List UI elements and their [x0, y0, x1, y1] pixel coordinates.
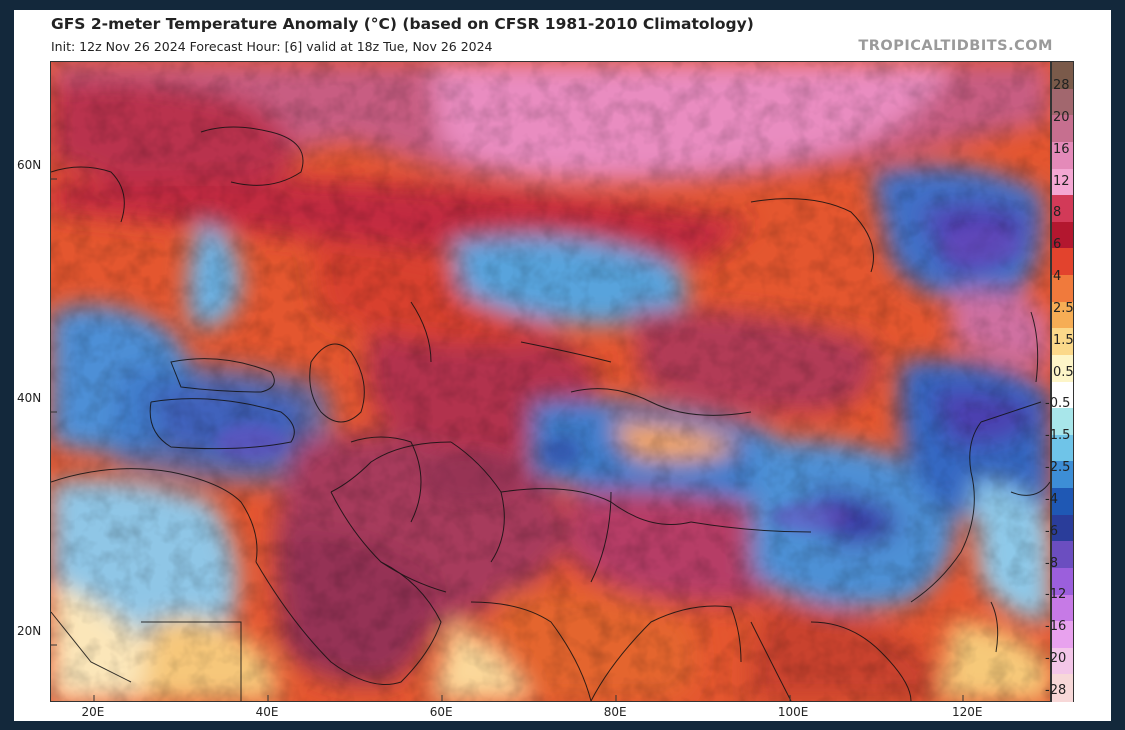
brand-watermark: TROPICALTIDBITS.COM: [858, 38, 1053, 54]
colorbar-label: -4: [1045, 491, 1058, 507]
lon-label-120e: 120E: [951, 705, 983, 719]
temperature-anomaly-map: [50, 61, 1051, 702]
colorbar-swatch: [1052, 141, 1073, 170]
colorbar-swatch: [1052, 354, 1073, 383]
colorbar: [1051, 61, 1074, 702]
colorbar-swatch: [1052, 88, 1073, 116]
colorbar-label: 8: [1053, 205, 1062, 221]
colorbar-swatch: [1052, 195, 1073, 223]
colorbar-swatch: [1052, 541, 1073, 569]
lat-label-20n: 20N: [17, 624, 42, 639]
colorbar-label: -6: [1045, 523, 1058, 539]
colorbar-label: -0.5: [1045, 396, 1071, 412]
colorbar-label: -28: [1045, 683, 1067, 698]
lon-label-100e: 100E: [777, 705, 809, 719]
colorbar-swatch: [1052, 275, 1073, 303]
colorbar-label: 16: [1053, 141, 1070, 157]
lon-label-80e: 80E: [603, 705, 627, 719]
colorbar-label: 6: [1053, 237, 1062, 253]
lon-label-40e: 40E: [255, 705, 279, 719]
anomaly-fill-detail: [216, 227, 1021, 532]
colorbar-swatch: [1052, 301, 1073, 329]
colorbar-label: -2.5: [1045, 460, 1071, 476]
colorbar-swatch: [1052, 381, 1073, 409]
colorbar-swatch: [1052, 248, 1073, 276]
lat-label-60n: 60N: [17, 157, 42, 172]
chart-title: GFS 2-meter Temperature Anomaly (°C) (ba…: [51, 15, 754, 33]
colorbar-label: -20: [1045, 651, 1067, 667]
map-frame: GFS 2-meter Temperature Anomaly (°C) (ba…: [14, 10, 1111, 721]
colorbar-swatch: [1052, 567, 1073, 596]
colorbar-swatch: [1052, 115, 1073, 143]
colorbar-swatch: [1052, 594, 1073, 622]
colorbar-swatch: [1052, 674, 1073, 702]
colorbar-swatch: [1052, 621, 1073, 649]
colorbar-swatch: [1052, 461, 1073, 489]
colorbar-swatch: [1052, 488, 1073, 516]
map-svg: [51, 62, 1050, 701]
chart-subtitle: Init: 12z Nov 26 2024 Forecast Hour: [6]…: [51, 39, 493, 54]
colorbar-label: 2.5: [1053, 300, 1074, 316]
colorbar-label: 0.5: [1053, 364, 1074, 380]
colorbar-swatch: [1052, 168, 1073, 196]
colorbar-label: 28: [1053, 78, 1070, 93]
colorbar-label: 1.5: [1053, 332, 1074, 348]
lat-label-40n: 40N: [17, 390, 42, 405]
colorbar-swatch: [1052, 514, 1073, 542]
colorbar-label: 20: [1053, 109, 1070, 125]
colorbar-swatch: [1052, 328, 1073, 356]
colorbar-swatch: [1052, 408, 1073, 436]
colorbar-label: -8: [1045, 555, 1058, 571]
anomaly-texture: [51, 62, 1050, 701]
lon-label-60e: 60E: [429, 705, 453, 719]
colorbar-label: 4: [1053, 269, 1062, 285]
lon-label-20e: 20E: [81, 705, 105, 719]
colorbar-swatch: [1052, 434, 1073, 462]
colorbar-label: 12: [1053, 173, 1070, 189]
colorbar-swatch: [1052, 647, 1073, 675]
colorbar-swatch: [1052, 62, 1073, 90]
coastlines-borders: [51, 126, 1050, 701]
colorbar-swatch: [1052, 221, 1073, 249]
colorbar-label: -16: [1045, 619, 1067, 635]
graticule-ticks: [51, 178, 964, 701]
colorbar-label: -1.5: [1045, 428, 1071, 444]
colorbar-label: -12: [1045, 587, 1067, 603]
